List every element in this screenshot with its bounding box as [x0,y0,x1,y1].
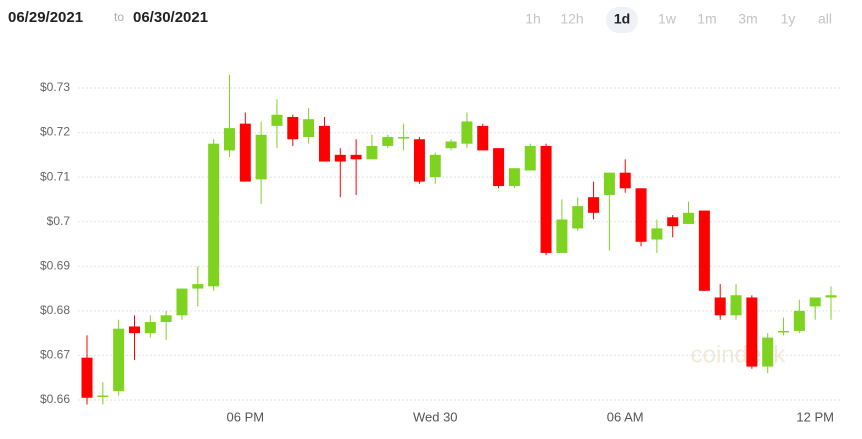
range-button[interactable]: 12h [560,11,583,27]
range-button[interactable]: all [818,11,832,27]
candle-body [128,326,140,334]
candle-body [651,228,663,240]
candle-body [144,322,156,334]
candle-body [603,172,615,195]
candle-body [556,219,568,253]
candle-body [667,217,679,227]
candle-body [255,134,267,180]
x-tick-label: 12 PM [796,409,834,424]
x-tick-label: 06 AM [607,409,644,424]
candle-body [540,145,552,253]
range-button[interactable]: 1y [781,11,796,27]
range-button[interactable]: 1d [614,11,630,27]
y-tick-label: $0.66 [40,392,70,406]
candle-body [746,297,758,367]
candle-body [461,121,473,144]
candle-body [588,197,600,213]
y-tick-label: $0.73 [40,80,70,94]
candle-body [366,145,378,160]
candle-body [398,137,410,139]
candle-body [334,154,346,162]
range-button[interactable]: 3m [738,11,757,27]
candle-body [445,141,457,149]
date-separator: to [114,10,124,24]
range-button[interactable]: 1m [697,11,716,27]
y-tick-label: $0.7 [47,214,71,228]
candle-body [635,188,647,242]
candle-body [271,114,283,126]
candle-body [714,297,726,316]
candle-body [223,128,235,151]
candle-body [429,154,441,178]
candle-body [176,288,188,316]
candle-body [572,206,584,229]
candle-body [730,295,742,316]
x-tick-label: 06 PM [227,409,265,424]
candle-body [698,210,710,291]
candle-body [524,145,536,171]
candle-body [208,143,220,287]
y-tick-label: $0.69 [40,258,70,272]
candle-body [303,119,315,138]
candle-body [81,357,93,398]
candle-body [809,297,821,307]
candle-body [778,330,790,333]
candle-body [762,337,774,367]
y-tick-label: $0.68 [40,303,70,317]
candle-body [287,116,299,140]
candle-body [493,148,505,187]
candle-body [619,172,631,189]
end-date: 06/30/2021 [133,9,208,26]
candle-body [192,284,204,289]
range-button[interactable]: 1h [525,11,541,27]
candle-body [477,125,489,151]
y-tick-label: $0.71 [40,169,70,183]
candle-body [382,137,394,146]
candle-body [683,212,695,224]
candle-body [113,328,125,392]
candle-body [160,315,172,322]
y-tick-label: $0.72 [40,125,70,139]
candle-body [350,154,362,160]
x-tick-label: Wed 30 [413,409,458,424]
range-selected-bg [606,7,638,33]
candle-body [508,168,520,187]
candle-body [793,310,805,331]
start-date: 06/29/2021 [8,9,83,26]
candle-body [97,395,109,398]
candle-body [318,125,330,162]
y-tick-label: $0.67 [40,348,70,362]
candle-body [239,123,251,182]
range-button[interactable]: 1w [658,11,677,27]
candle-body [413,139,425,182]
candle-body [825,295,837,298]
